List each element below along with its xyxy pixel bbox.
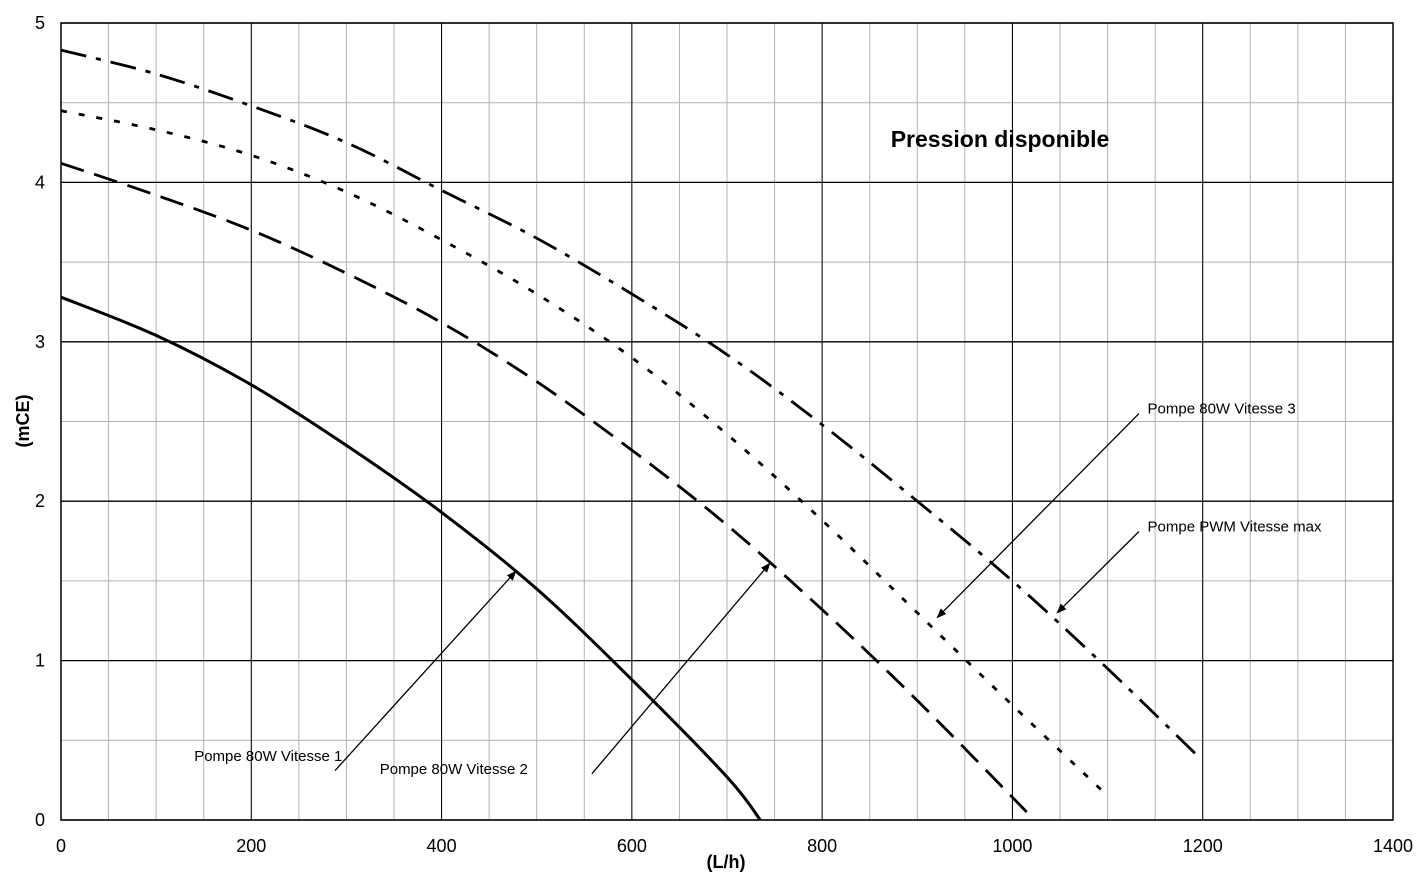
- series-line-3: [60, 109, 1104, 793]
- y-tick-label: 4: [35, 172, 45, 192]
- annotation-label: Pompe PWM Vitesse max: [1148, 518, 1322, 535]
- series-layer: [60, 48, 1199, 821]
- plot-frame: [60, 22, 1394, 821]
- x-tick-label: 800: [807, 836, 837, 856]
- annotation-arrow: [591, 562, 771, 775]
- x-tick-label: 1200: [1183, 836, 1223, 856]
- annotation-label: Pompe 80W Vitesse 1: [194, 748, 342, 765]
- y-tick-label: 2: [35, 491, 45, 511]
- series-line-2: [60, 161, 1028, 813]
- annotation-arrow: [1056, 531, 1140, 614]
- series-line-1: [60, 295, 762, 821]
- x-tick-label: 0: [56, 836, 66, 856]
- annotation-arrow: [334, 570, 517, 772]
- y-tick-label: 0: [35, 810, 45, 830]
- series-line-4: [60, 48, 1199, 758]
- x-tick-labels: 0 200 400 600 800 1000 1200 1400: [56, 836, 1413, 856]
- x-axis-title: (L/h): [707, 852, 746, 872]
- x-tick-label: 200: [236, 836, 266, 856]
- y-tick-label: 1: [35, 651, 45, 671]
- annotations-layer: Pompe 80W Vitesse 1 Pompe 80W Vitesse 2 Po…: [194, 401, 1322, 778]
- x-tick-label: 1000: [992, 836, 1032, 856]
- chart-title: Pression disponible: [891, 126, 1110, 152]
- x-tick-label: 400: [427, 836, 457, 856]
- annotation-label: Pompe 80W Vitesse 3: [1148, 401, 1296, 418]
- y-tick-label: 5: [35, 13, 45, 33]
- x-tick-label: 600: [617, 836, 647, 856]
- annotation-arrow: [936, 413, 1140, 619]
- minor-gridlines: [60, 22, 1394, 821]
- plot-frame-rect: [60, 22, 1394, 821]
- y-tick-label: 3: [35, 332, 45, 352]
- annotation-label: Pompe 80W Vitesse 2: [380, 761, 528, 778]
- y-axis-title: (mCE): [13, 394, 33, 447]
- y-tick-labels: 0 1 2 3 4 5: [35, 13, 45, 830]
- x-tick-label: 1400: [1373, 836, 1413, 856]
